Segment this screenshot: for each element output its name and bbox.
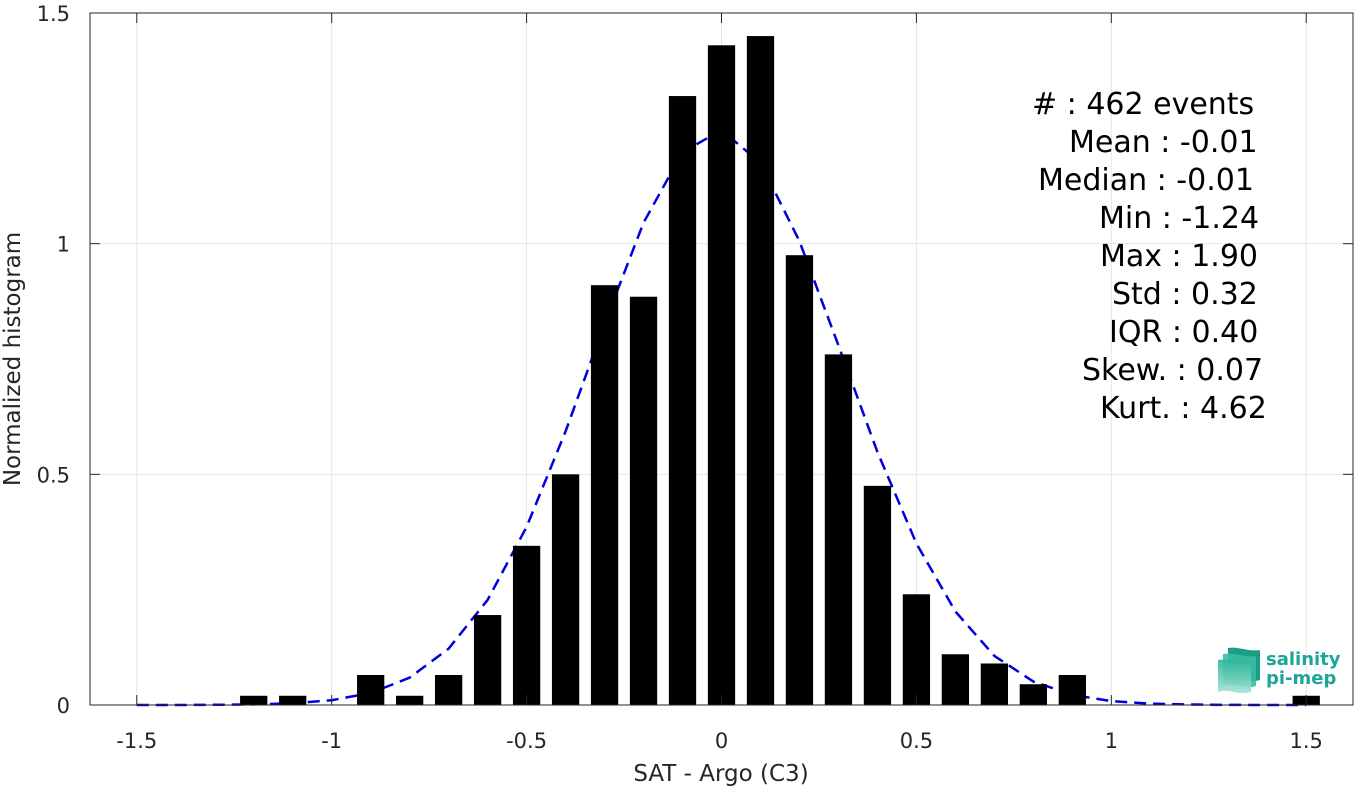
x-tick-label: 1 [1105, 729, 1118, 753]
histogram-bar [512, 545, 541, 705]
x-tick-label: -1.5 [116, 729, 157, 753]
x-tick-label: 1.5 [1290, 729, 1323, 753]
histogram-bar [1019, 684, 1047, 705]
stat-std: Std : 0.32 [1112, 277, 1258, 312]
x-tick-label: 0.5 [900, 729, 933, 753]
salinity-pimep-logo: salinity pi-mep [1216, 646, 1346, 696]
histogram-bar [941, 654, 970, 705]
histogram-bar [551, 474, 580, 705]
stat-skew: Skew. : 0.07 [1082, 353, 1264, 388]
bars [240, 36, 1320, 706]
stat-mean: Mean : -0.01 [1069, 125, 1258, 160]
stat-median: Median : -0.01 [1038, 163, 1254, 198]
stat-iqr: IQR : 0.40 [1109, 315, 1259, 350]
y-tick-label: 0 [57, 694, 70, 718]
histogram-bar [746, 36, 775, 706]
stat-events: # : 462 events [1032, 87, 1255, 122]
histogram-bar [707, 45, 736, 705]
histogram-bar [357, 675, 385, 705]
ticks: -1.5 -1 -0.5 0 0.5 1 1.5 0 0.5 1 1.5 [37, 2, 1353, 753]
x-tick-label: 0 [715, 729, 728, 753]
histogram-bar [668, 96, 697, 706]
stat-min: Min : -1.24 [1099, 201, 1260, 236]
wave-logo-icon [1218, 647, 1260, 694]
histogram-bar [824, 354, 853, 705]
logo-text-salinity: salinity [1266, 649, 1341, 670]
stat-kurt: Kurt. : 4.62 [1100, 391, 1267, 426]
logo-text-pimep: pi-mep [1266, 668, 1337, 689]
histogram-bar [863, 485, 892, 705]
y-tick-label: 1 [57, 233, 70, 257]
histogram-bar [785, 255, 814, 705]
x-tick-label: -0.5 [506, 729, 547, 753]
stat-max: Max : 1.90 [1100, 239, 1258, 274]
histogram-bar [279, 695, 307, 705]
x-axis-label: SAT - Argo (C3) [633, 761, 808, 787]
histogram-bar [629, 296, 658, 705]
histogram-bar [240, 695, 268, 705]
histogram-bar [396, 695, 424, 705]
histogram-bar [902, 594, 931, 705]
x-tick-label: -1 [321, 729, 342, 753]
histogram-bar [1058, 675, 1086, 705]
histogram-bar [590, 285, 619, 705]
histogram-bar [434, 675, 463, 705]
y-tick-label: 0.5 [37, 463, 70, 487]
y-axis-label: Normalized histogram [0, 232, 26, 486]
y-tick-label: 1.5 [37, 2, 70, 26]
histogram-bar [473, 615, 502, 705]
histogram-bar [980, 663, 1009, 705]
